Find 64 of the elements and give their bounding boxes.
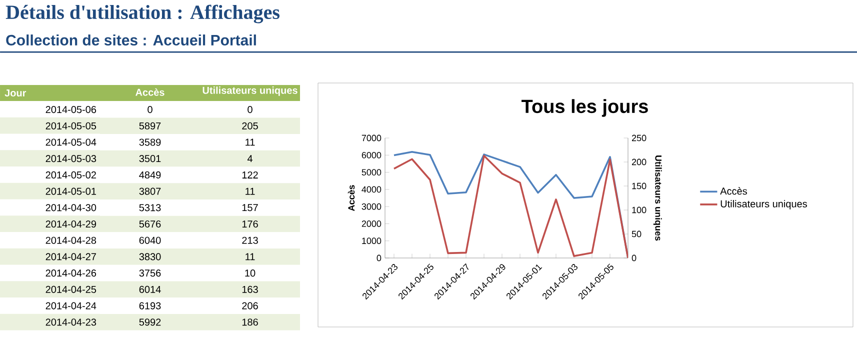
data-label: 3830 [139,253,161,260]
y-tick-label: 0 [376,254,382,262]
y2-tick-label: 150 [632,182,646,190]
data-label: 11 [246,253,255,260]
y-tick-label: 2014-04-27 [46,253,96,260]
y-tick-label: 4000 [362,186,382,193]
y2-tick-label: 0 [632,254,636,262]
data-label: 122 [242,171,258,178]
y2-tick-label: 250 [632,134,646,142]
data-label: 6040 [139,236,161,244]
data-label: 5313 [139,204,161,212]
data-label: 3756 [139,270,161,277]
y2-axis-title: Utilisateurs uniques [653,156,662,241]
y-tick-label: 2014-04-25 [46,286,96,293]
y-tick-label: 2014-04-30 [46,204,96,212]
y2-tick-label: 200 [632,158,646,166]
y-tick-label: 2014-04-24 [46,302,96,310]
data-label: 3589 [139,138,161,146]
text: Jour [4,90,26,96]
y-tick-label: 6000 [362,152,382,158]
legend-label: Accès [720,187,747,195]
data-label: 3807 [139,188,161,195]
chart-title: Détails d'utilisation : Affichages [6,4,280,24]
data-label: 176 [242,220,258,228]
data-label: 6193 [139,302,161,310]
y-tick-label: 2014-04-23 [46,318,96,326]
y-tick-label: 2014-05-04 [46,138,96,146]
data-label: 5992 [139,318,161,326]
data-label: 213 [242,236,258,244]
y-tick-label: 2014-05-01 [46,188,96,195]
y2-tick-label: 50 [632,230,642,238]
y-tick-label: 1000 [362,238,382,244]
data-label: 5676 [139,220,161,228]
data-label: 163 [242,286,258,293]
data-label: 6014 [139,286,161,293]
chart-title: Tous les jours [522,99,648,117]
y2-tick-label: 100 [632,206,646,214]
data-label: 10 [245,270,256,277]
y-tick-label: 2014-05-03 [46,155,96,162]
y-tick-label: 2014-04-26 [46,270,96,277]
data-label: 206 [242,302,258,310]
y-tick-label: 2014-04-29 [46,220,96,228]
data-label: 157 [242,204,258,212]
chart-subtitle: Collection de sites : Accueil Portail [6,34,256,46]
data-label: 11 [246,138,255,146]
data-label: 0 [248,106,252,114]
y-axis-title: Accès [348,185,355,212]
y-tick-label: 2014-05-05 [46,122,96,130]
data-label: 205 [242,122,258,130]
data-label: 4849 [139,171,161,178]
data-label: 0 [148,106,152,114]
y-tick-label: 5000 [362,169,382,176]
y-tick-label: 2000 [362,220,382,227]
y-tick-label: 3000 [362,203,382,210]
data-label: 186 [242,318,258,326]
y-tick-label: 2014-05-06 [46,106,96,114]
y-tick-label: 2014-04-28 [46,236,96,244]
data-label: 3501 [139,155,161,162]
y-tick-label: 7000 [362,134,382,142]
data-label: 11 [246,188,255,195]
y-tick-label: 2014-05-02 [46,171,96,178]
data-label: 4 [247,155,252,162]
legend-label: Utilisateurs uniques [720,200,807,210]
data-label: 5897 [139,122,161,130]
